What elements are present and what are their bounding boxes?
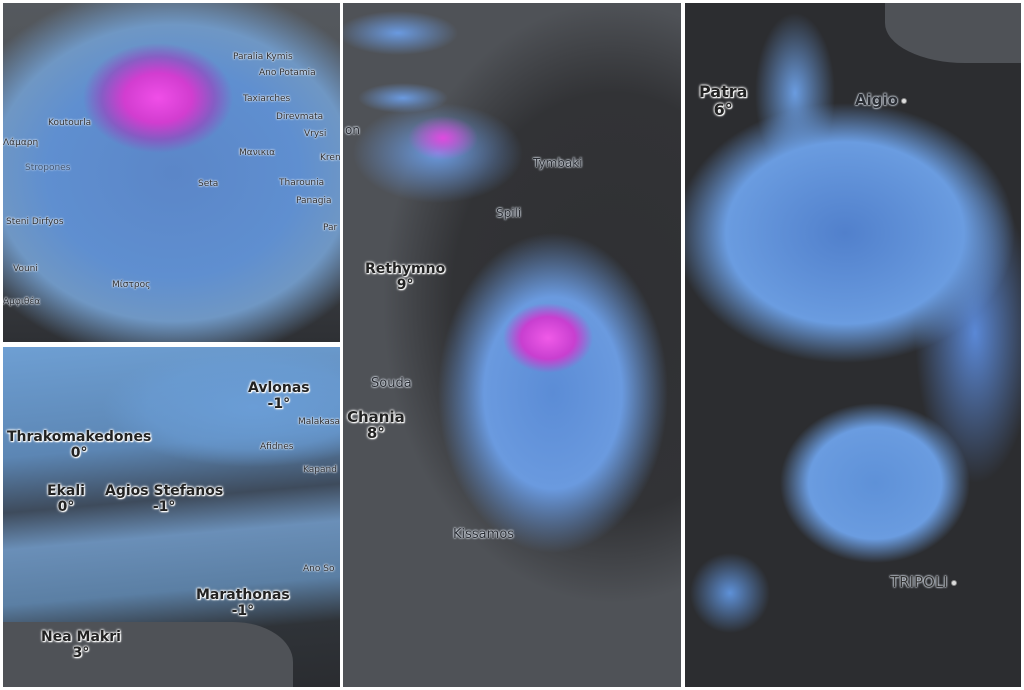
place-tripoli[interactable]: TRIPOLI — [890, 573, 957, 591]
city-marathonas[interactable]: Marathonas -1° — [196, 587, 290, 619]
place-label: Ano Potamia — [259, 68, 316, 78]
place-label: Tymbaki — [533, 156, 583, 170]
place-label: Direvmata — [276, 112, 324, 122]
place-label: Kissamos — [453, 527, 515, 542]
city-thrakomakedones[interactable]: Thrakomakedones 0° — [7, 429, 152, 461]
place-label: Kren — [320, 153, 340, 163]
place-label: Vrysi — [304, 129, 327, 139]
town-dot-icon — [900, 97, 907, 104]
place-label: Seta — [198, 179, 219, 189]
place-label: Paralia Kymis — [233, 52, 293, 62]
place-label: Tharounia — [279, 178, 325, 188]
map-panel-attica[interactable]: Avlonas -1° Thrakomakedones 0° Ekali 0° Agi… — [3, 347, 340, 687]
place-label: on — [345, 123, 360, 137]
place-label: Malakasa — [298, 417, 340, 427]
place-label: Αμφιθέα — [3, 297, 41, 307]
sea-area — [3, 622, 293, 687]
place-label: Kapand — [303, 465, 337, 475]
place-label: Spili — [496, 206, 522, 220]
place-label: Ano So — [303, 564, 335, 574]
place-label: Koutourla — [48, 118, 92, 128]
place-label: Steni Dirfyos — [6, 217, 64, 227]
place-label: Taxiarches — [243, 94, 291, 104]
map-panel-evia[interactable]: Paralia Kymis Ano Potamia Taxiarches Dir… — [3, 3, 340, 342]
city-chania[interactable]: Chania 8° — [347, 408, 405, 442]
city-avlonas[interactable]: Avlonas -1° — [248, 380, 310, 412]
place-label: Vouni — [13, 264, 38, 274]
place-label: Μανικια — [239, 148, 276, 158]
place-label: Panagia — [296, 196, 332, 206]
place-label: Stropones — [25, 163, 71, 173]
map-panel-peloponnese[interactable]: Patra 6° Aigio TRIPOLI — [685, 3, 1021, 687]
place-label: Par — [323, 223, 338, 233]
sea-area — [885, 3, 1021, 63]
town-dot-icon — [950, 579, 957, 586]
place-label: Afidnes — [260, 442, 294, 452]
city-rethymno[interactable]: Rethymno 9° — [365, 261, 446, 293]
place-label: Λάμαρη — [3, 138, 39, 148]
place-label: Souda — [371, 376, 412, 391]
city-patra[interactable]: Patra 6° — [699, 82, 748, 119]
city-nea-makri[interactable]: Nea Makri 3° — [41, 629, 121, 661]
map-panel-crete[interactable]: on Tymbaki Spili Rethymno 9° Souda Chania… — [343, 3, 681, 687]
city-agios-stefanos[interactable]: Agios Stefanos -1° — [105, 483, 224, 515]
place-label: Μίστρος — [112, 280, 151, 290]
place-aigio[interactable]: Aigio — [855, 91, 907, 109]
city-ekali[interactable]: Ekali 0° — [47, 483, 85, 515]
